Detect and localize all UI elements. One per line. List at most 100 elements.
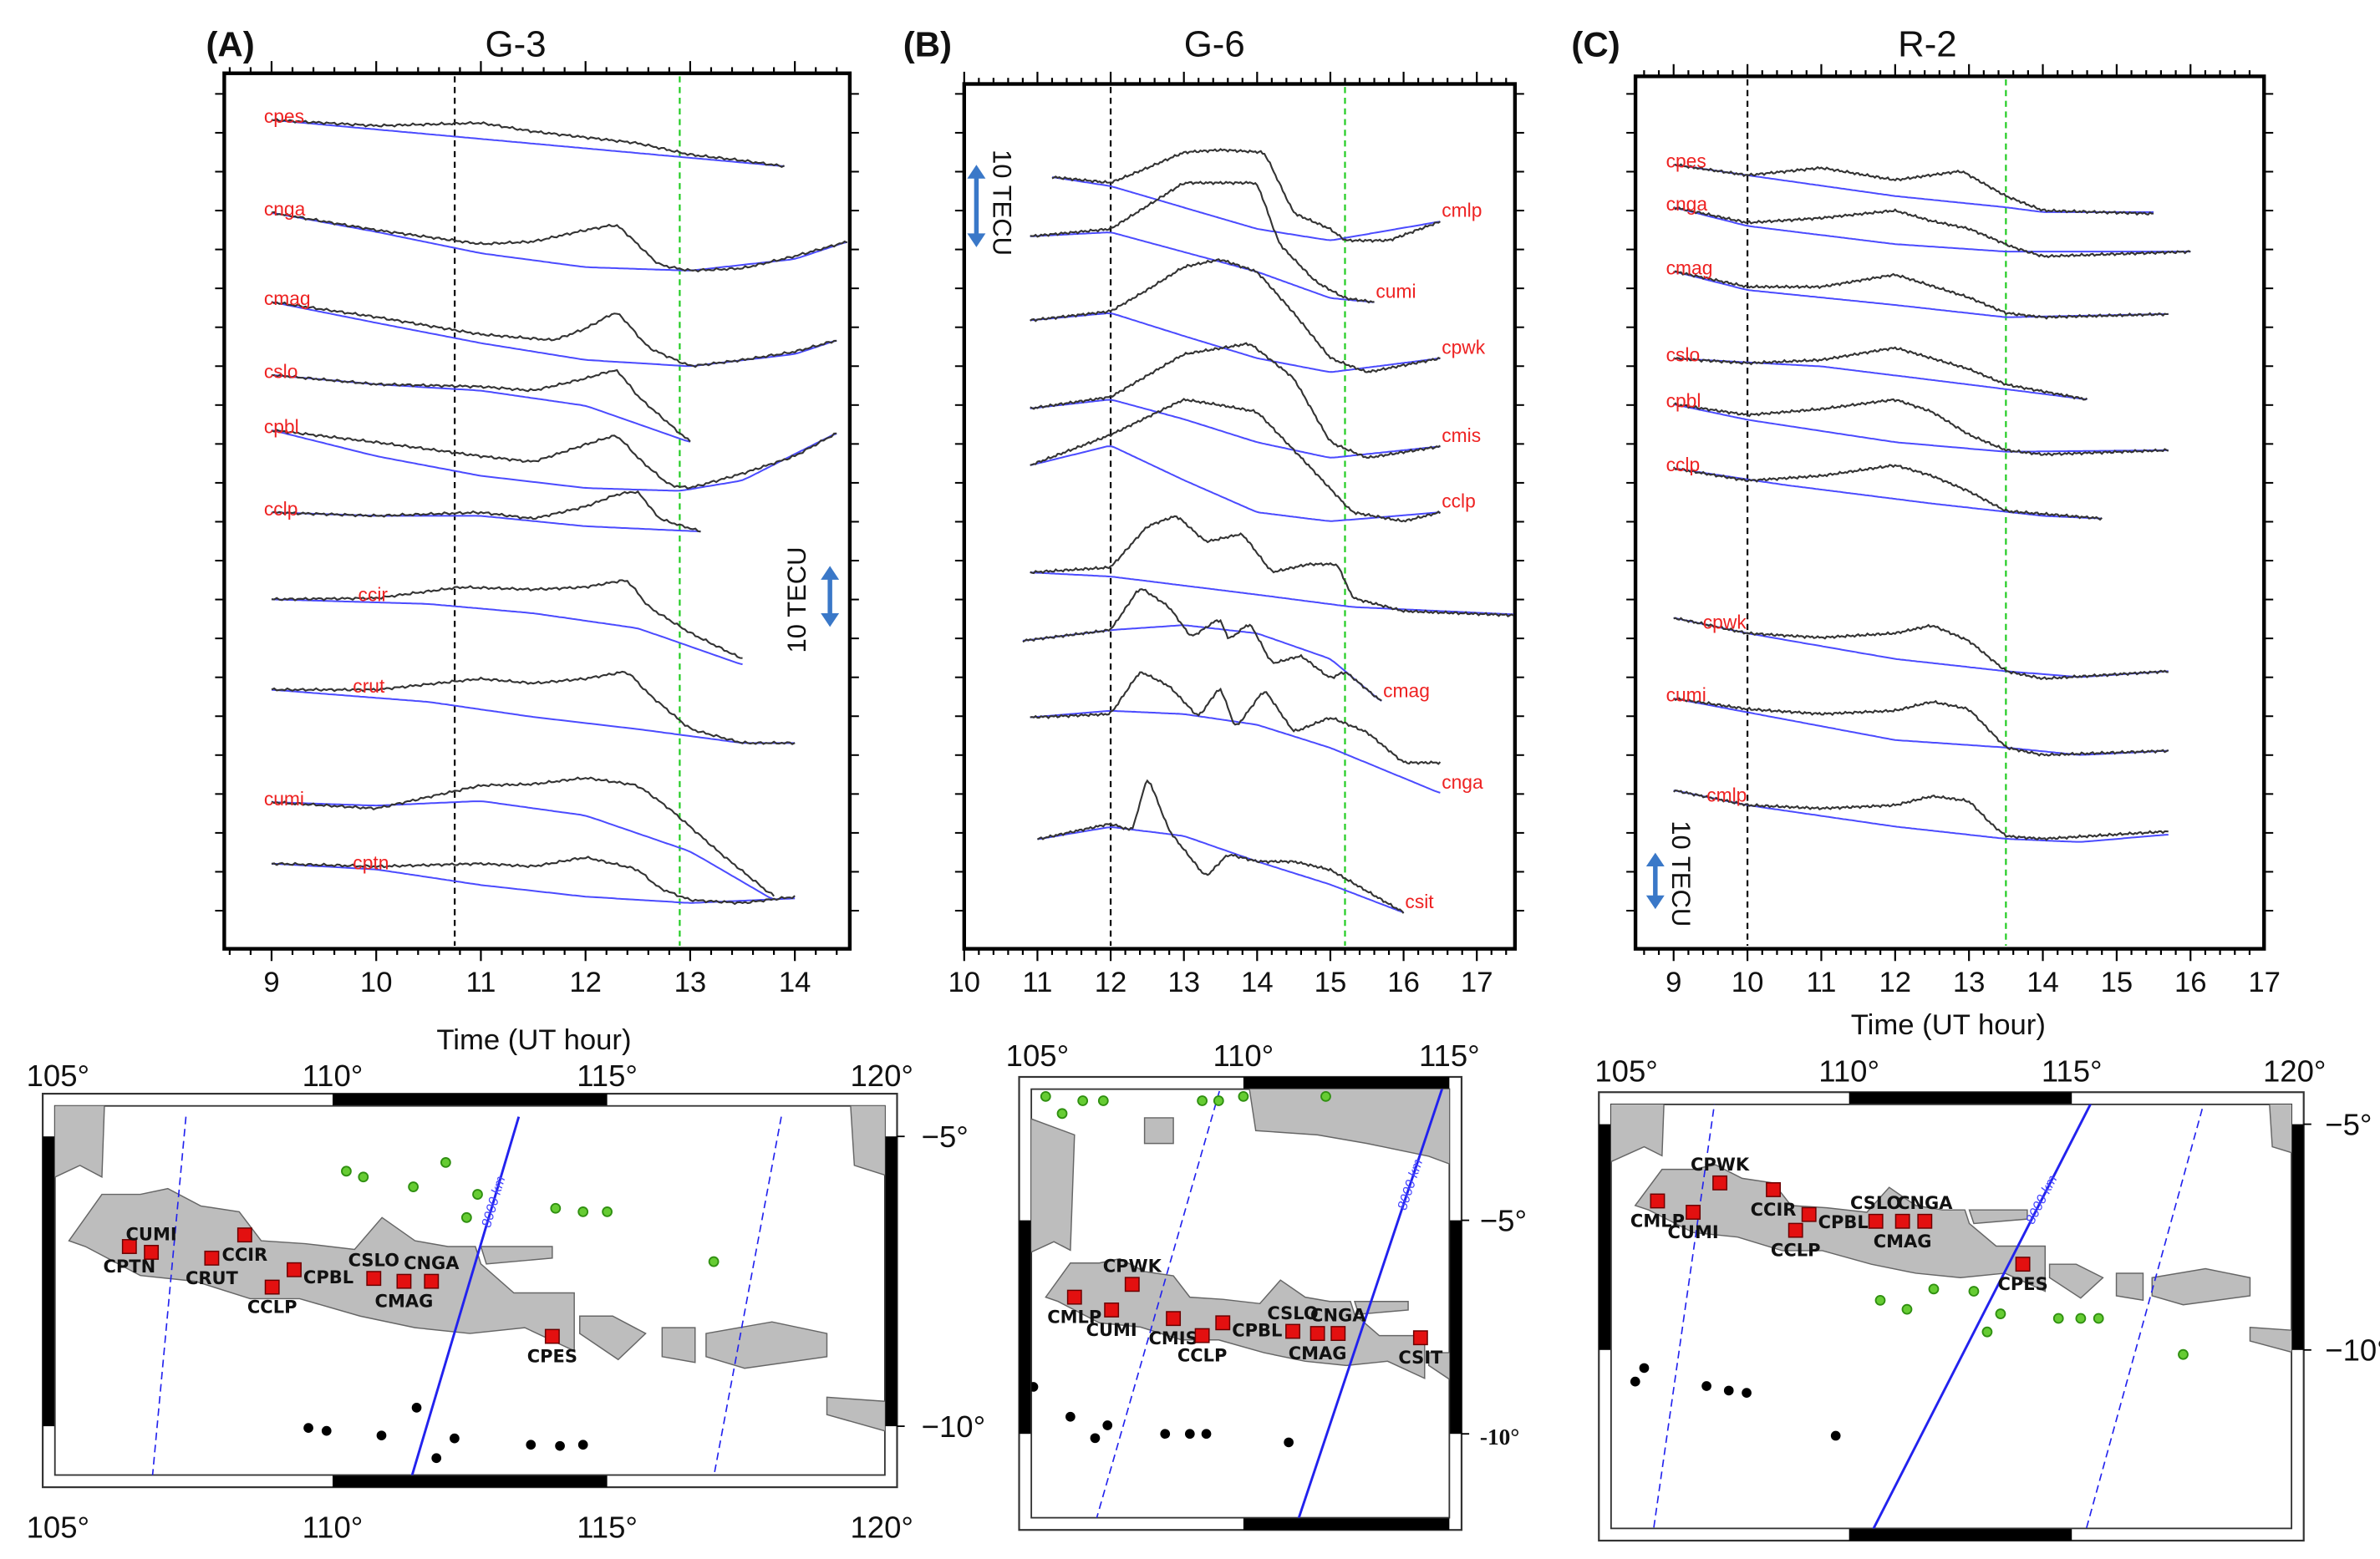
lon-tick-label-bottom: 105° [27,1510,89,1544]
panel-a-xlabel: Time (UT hour) [436,1024,631,1056]
x-tick-label: 9 [263,967,279,998]
series-label: cmlp [1706,784,1747,805]
x-tick-label: 15 [1315,967,1347,998]
map-frame-bar-top [1243,1077,1450,1089]
station-label: CMLP [1630,1211,1685,1231]
station-label: CUMI [1086,1320,1137,1340]
station-label: CPES [527,1347,577,1367]
ipp-black-point [526,1440,537,1450]
series-label: cclp [264,498,298,520]
distance-dashed-line [713,1116,782,1475]
ipp-black-point [450,1433,460,1444]
distance-8000km-line [1872,1104,2093,1529]
tec-curve [1672,206,2191,259]
ipp-green-point [1995,1308,2006,1319]
panel-a-map: 8000 kmCPTNCUMICRUTCCIRCPBLCCLPCSLOCMAGC… [27,1059,986,1544]
tec-curve [1022,588,1382,702]
fit-curve [1030,312,1441,373]
series-cclp: cclp [1030,398,1476,523]
series-crut: crut [271,670,796,745]
landmass [826,1396,885,1432]
ipp-black-point [303,1423,313,1433]
map-frame-bar-left [1019,1220,1032,1435]
series-label: cslo [1666,344,1701,366]
station-label: CMAG [375,1292,434,1312]
ipp-black-point [555,1440,565,1451]
panel-a-plot: 9 10 11 12 13 14 cpes cnga cmag cslo cpbl cclp ccir c… [215,61,859,998]
series-cptn: cptn [271,851,796,906]
landmass [1610,1104,1665,1163]
station-marker [1412,1330,1428,1346]
ipp-green-point [358,1171,369,1183]
ipp-black-point [1184,1429,1195,1440]
landmass [1031,1118,1076,1253]
tec-curve [271,776,775,897]
station-label: CMIS [1148,1328,1198,1348]
ipp-green-point [472,1189,483,1200]
lon-tick-label: 105° [27,1059,89,1093]
station-marker [1124,1277,1140,1292]
map-frame-bar-bottom [1243,1517,1450,1531]
panel-c-scale-bar: 10 TECU [1645,820,1696,927]
fit-curve [1030,709,1441,794]
series-label: cpbl [1666,390,1701,412]
station-marker [121,1239,137,1254]
x-tick-label: 12 [569,967,602,998]
series-label: cclp [1442,490,1476,512]
map-content: 8000 kmCPTNCUMICRUTCCIRCPBLCCLPCSLOCMAGC… [54,1105,885,1475]
tec-curve [271,211,848,273]
ipp-green-point [1928,1283,1940,1295]
lon-tick-label: 115° [577,1059,638,1093]
series-label: cmlp [1442,200,1482,221]
station-marker [1166,1311,1182,1327]
station-marker [544,1328,560,1344]
distance-dashed-line [2085,1104,2205,1529]
ipp-green-point [577,1206,589,1217]
map-frame-bar-left [1599,1124,1611,1350]
series-cpwk: cpwk [1030,258,1486,373]
x-tick-label: 12 [1879,967,1912,998]
landmass [2151,1267,2251,1306]
x-tick-label: 11 [1806,967,1836,998]
station-marker [1194,1328,1210,1343]
distance-8000km-line [410,1116,521,1475]
landmass [1742,1016,1773,1043]
landmass [2115,1272,2144,1302]
fit-curve [1673,206,2191,253]
ipp-black-point [1830,1430,1841,1441]
ipp-green-point [2093,1313,2104,1324]
lon-tick-label: 110° [303,1059,364,1093]
station-label: CCLP [247,1297,298,1318]
ipp-green-point [1197,1095,1208,1106]
x-tick-label: 10 [1732,967,1764,998]
x-tick-label: 16 [2174,967,2207,998]
ipp-green-point [1077,1095,1089,1106]
series-cpbl: cpbl [264,415,837,492]
double-arrow-icon [1645,852,1665,910]
lon-tick-label: 115° [2042,1054,2103,1088]
station-label: CNGA [404,1253,460,1273]
map-frame-bar-top [1849,1092,2072,1105]
series-cpes: cpes [264,105,786,168]
ipp-green-point [440,1157,451,1168]
series-label: cpes [264,105,304,127]
station-marker [1894,1213,1910,1229]
series-cmlp: cmlp [1673,784,2169,843]
station-label: CPBL [1818,1212,1869,1232]
series-cpwk: cpwk [1673,611,2169,681]
landmass [1427,1352,1450,1380]
lon-tick-label: 115° [1419,1038,1480,1073]
scale-bar-label: 10 TECU [987,150,1016,256]
x-tick-label: 14 [779,967,811,998]
map-content: 8000 kmCMLPCUMICPWKCMISCCLPCPBLCSLOCMAGC… [1031,1089,1450,1518]
series-cmis: cmis [1030,342,1481,460]
ipp-green-point [1056,1108,1068,1120]
tec-curve [1673,398,2169,457]
station-label: CCLP [1177,1346,1228,1366]
series-cslo: cslo [264,360,691,443]
ipp-green-point [2052,1313,2064,1324]
station-label: CCIR [1751,1200,1797,1220]
fit-curve [271,598,743,666]
ipp-black-point [411,1403,422,1413]
